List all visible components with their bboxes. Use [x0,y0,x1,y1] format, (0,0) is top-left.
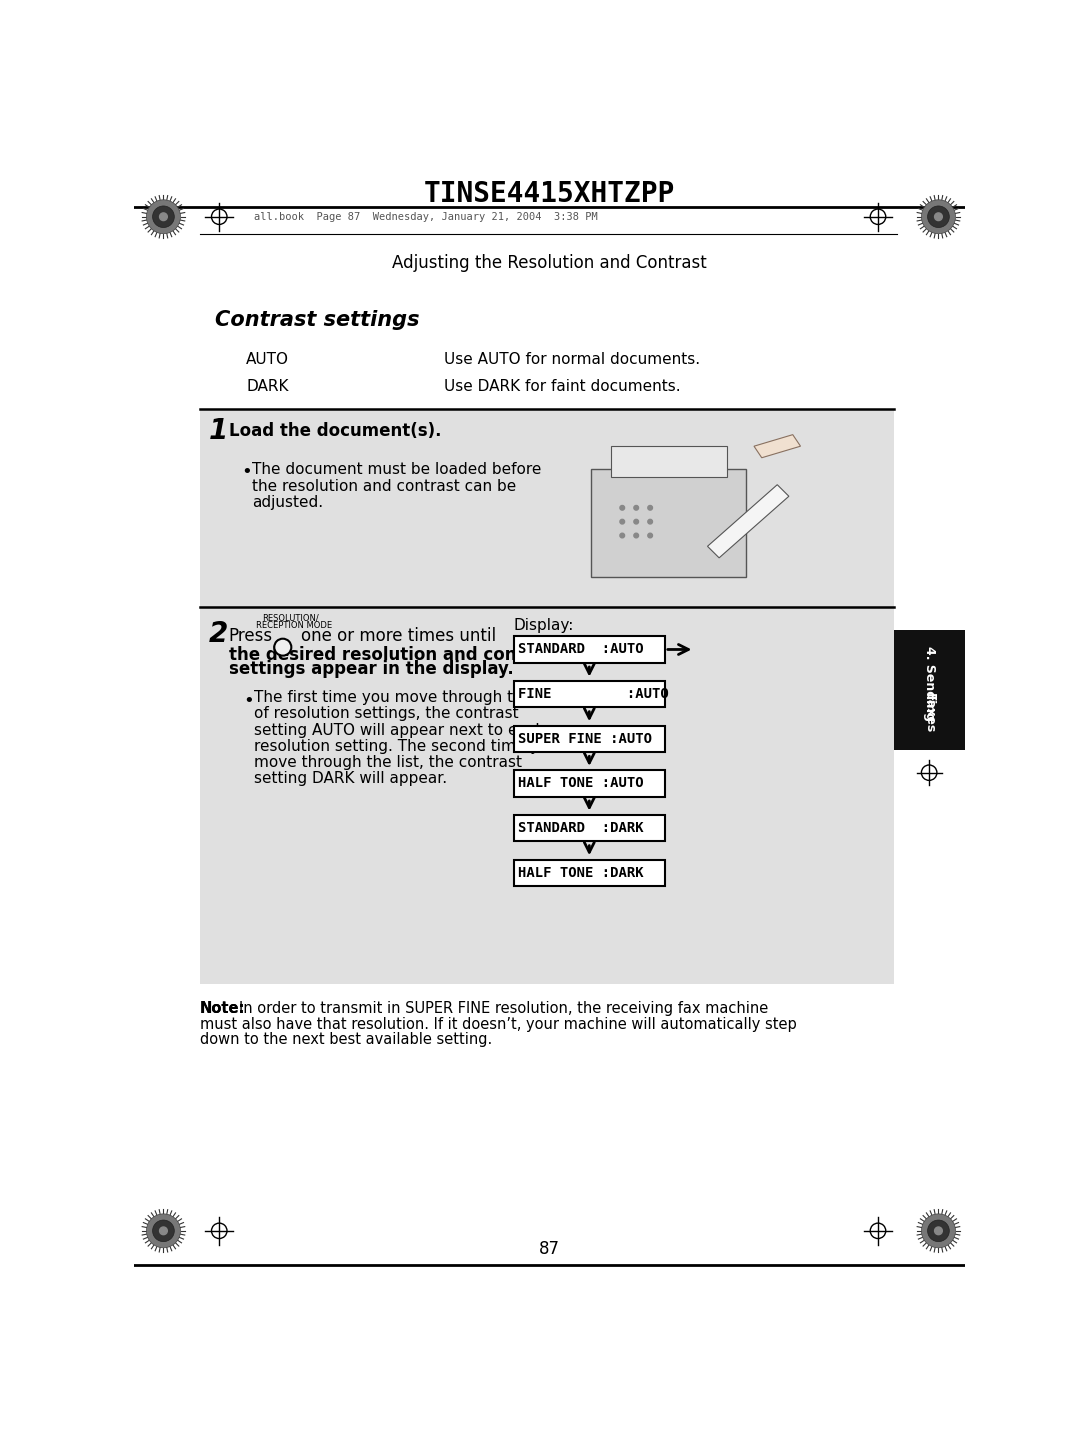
Text: SUPER FINE :AUTO: SUPER FINE :AUTO [519,731,653,746]
Text: Note:: Note: [199,1001,245,1017]
Text: Press: Press [228,628,272,645]
Text: resolution setting. The second time you: resolution setting. The second time you [254,739,559,754]
Circle shape [935,1228,942,1235]
Text: Faxes: Faxes [923,693,936,733]
Text: STANDARD  :DARK: STANDARD :DARK [519,822,644,835]
Text: move through the list, the contrast: move through the list, the contrast [254,754,522,770]
Circle shape [160,212,167,221]
Text: Use AUTO for normal documents.: Use AUTO for normal documents. [444,351,700,367]
Text: •: • [243,691,254,710]
Bar [199,607,893,984]
Text: the resolution and contrast can be: the resolution and contrast can be [252,479,516,493]
Bar [513,726,665,751]
Circle shape [634,506,639,511]
Circle shape [935,212,942,221]
Circle shape [620,519,625,523]
Text: the desired resolution and contrast: the desired resolution and contrast [228,645,562,664]
Circle shape [620,506,625,511]
Text: 87: 87 [539,1239,560,1258]
Text: FINE         :AUTO: FINE :AUTO [519,687,669,701]
Text: STANDARD  :AUTO: STANDARD :AUTO [519,642,644,657]
Text: settings appear in the display.: settings appear in the display. [228,660,513,678]
Circle shape [274,638,292,655]
Bar [513,637,665,663]
Circle shape [647,506,653,511]
Text: The document must be loaded before: The document must be loaded before [252,462,541,476]
Text: down to the next best available setting.: down to the next best available setting. [199,1032,492,1047]
Bar [513,770,665,796]
Text: setting DARK will appear.: setting DARK will appear. [254,771,447,786]
Bar [893,630,965,750]
Text: Display:: Display: [513,618,575,632]
Text: all.book  Page 87  Wednesday, January 21, 2004  3:38 PM: all.book Page 87 Wednesday, January 21, … [254,212,598,222]
Bar [611,446,727,478]
Text: Load the document(s).: Load the document(s). [228,422,441,440]
Bar [592,469,746,576]
Bar [513,860,665,886]
Circle shape [147,199,180,234]
Text: of resolution settings, the contrast: of resolution settings, the contrast [254,707,519,721]
Circle shape [647,519,653,523]
Text: one or more times until: one or more times until [300,628,495,645]
Circle shape [160,1228,167,1235]
Text: AUTO: AUTO [247,351,289,367]
Circle shape [922,1215,955,1248]
Text: HALF TONE :DARK: HALF TONE :DARK [519,866,644,880]
Circle shape [647,533,653,538]
Text: Note:: Note: [199,1001,245,1017]
Text: Use DARK for faint documents.: Use DARK for faint documents. [444,379,681,394]
Bar [513,681,665,707]
Circle shape [147,1215,180,1248]
Bar [513,815,665,842]
Text: •: • [241,463,252,482]
Circle shape [634,533,639,538]
Bar [199,409,893,607]
Text: Adjusting the Resolution and Contrast: Adjusting the Resolution and Contrast [392,254,706,272]
Text: HALF TONE :AUTO: HALF TONE :AUTO [519,776,644,790]
Circle shape [927,206,950,228]
Circle shape [634,519,639,523]
Text: 2: 2 [208,619,227,648]
Text: must also have that resolution. If it doesn’t, your machine will automatically s: must also have that resolution. If it do… [199,1017,796,1032]
Text: 4. Sending: 4. Sending [923,647,936,721]
Text: Contrast settings: Contrast settings [215,310,420,330]
Text: RECEPTION MODE: RECEPTION MODE [256,621,332,630]
Circle shape [152,1220,175,1242]
Circle shape [927,1220,950,1242]
Circle shape [620,533,625,538]
Text: setting AUTO will appear next to each: setting AUTO will appear next to each [254,723,546,737]
Polygon shape [708,485,789,558]
Text: TINSE4415XHTZPP: TINSE4415XHTZPP [423,179,675,208]
Text: DARK: DARK [247,379,288,394]
Text: 1: 1 [208,417,227,445]
Text: The first time you move through the list: The first time you move through the list [254,690,560,706]
Text: In order to transmit in SUPER FINE resolution, the receiving fax machine: In order to transmit in SUPER FINE resol… [239,1001,768,1017]
Circle shape [152,206,175,228]
Text: RESOLUTION/: RESOLUTION/ [262,614,318,622]
Polygon shape [754,435,801,457]
Circle shape [922,199,955,234]
Text: adjusted.: adjusted. [252,496,323,511]
